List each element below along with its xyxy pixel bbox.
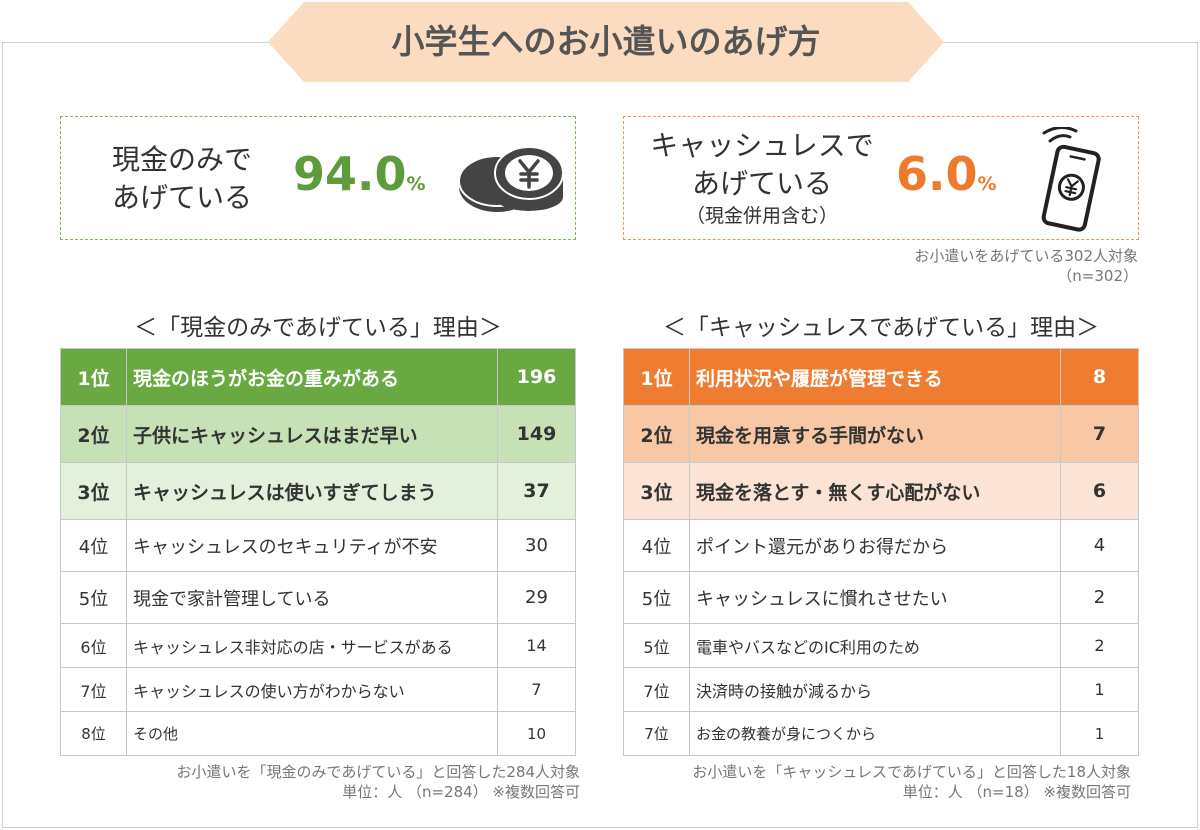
cashless-percent-value: 6.0: [896, 147, 978, 201]
cashless-reason-reason: 現金を用意する手間がない: [689, 405, 1061, 463]
cash-reason-count: 196: [497, 348, 576, 406]
cashless-reason-reason: 現金を落とす・無くす心配がない: [689, 462, 1061, 520]
cash-reason-count: 149: [497, 405, 576, 463]
cashless-reason-row: 2位 現金を用意する手間がない 7: [623, 405, 1139, 463]
cashless-reason-rank: 2位: [623, 405, 690, 463]
cash-reason-reason: キャッシュレスは使いすぎてしまう: [126, 462, 498, 520]
cash-reasons-table: 1位 現金のほうがお金の重みがある 196 2位 子供にキャッシュレスはまだ早い 149 3…: [60, 348, 576, 756]
cashless-reason-rank: 7位: [623, 711, 690, 756]
cashless-reasons-title: ＜「キャッシュレスであげている」理由＞: [662, 315, 1100, 341]
cash-reason-reason: 現金のほうがお金の重みがある: [126, 348, 498, 406]
cashless-reason-count: 1: [1060, 711, 1139, 756]
cash-reason-reason: 子供にキャッシュレスはまだ早い: [126, 405, 498, 463]
cash-only-label: 現金のみで あげている: [97, 141, 267, 217]
cash-reason-reason: 現金で家計管理している: [126, 571, 498, 624]
cash-reasons-note-line1: お小遣いを「現金のみであげている」と回答した284人対象: [176, 763, 580, 781]
cashless-label-line1: キャッシュレスで: [650, 129, 874, 162]
cash-reason-rank: 2位: [60, 405, 127, 463]
cash-reason-row: 2位 子供にキャッシュレスはまだ早い 149: [60, 405, 576, 463]
cash-reason-reason: その他: [126, 711, 498, 756]
cashless-summary: キャッシュレスで あげている （現金併用含む） 6.0%: [623, 116, 1139, 240]
cash-reason-rank: 6位: [60, 623, 127, 668]
cash-reason-count: 10: [497, 711, 576, 756]
cashless-reasons-note-line1: お小遣いを「キャッシュレスであげている」と回答した18人対象: [692, 763, 1131, 781]
cash-reason-reason: キャッシュレス非対応の店・サービスがある: [126, 623, 498, 668]
cashless-reason-row: 5位 電車やバスなどのIC利用のため 2: [623, 623, 1139, 668]
cash-only-percent-unit: %: [406, 173, 426, 195]
cash-reason-reason: キャッシュレスの使い方がわからない: [126, 667, 498, 712]
cash-reason-count: 37: [497, 462, 576, 520]
cashless-reason-count: 6: [1060, 462, 1139, 520]
survey-target-line2: （n=302）: [1057, 267, 1138, 285]
cash-reason-count: 14: [497, 623, 576, 668]
cashless-reason-rank: 4位: [623, 519, 690, 572]
cash-only-percent: 94.0%: [293, 147, 426, 201]
cashless-percent-unit: %: [977, 173, 997, 195]
cashless-reason-row: 7位 お金の教養が身につくから 1: [623, 711, 1139, 756]
cash-reason-rank: 5位: [60, 571, 127, 624]
cashless-reason-reason: 利用状況や履歴が管理できる: [689, 348, 1061, 406]
cashless-reason-count: 2: [1060, 623, 1139, 668]
page-title: 小学生へのお小遣いのあげ方: [391, 22, 821, 61]
cashless-reason-rank: 1位: [623, 348, 690, 406]
cash-reason-rank: 8位: [60, 711, 127, 756]
cash-reasons-note: お小遣いを「現金のみであげている」と回答した284人対象 単位：人 （n=284…: [60, 762, 580, 802]
coin-yen-icon: [458, 146, 564, 212]
cash-reason-row: 4位 キャッシュレスのセキュリティが不安 30: [60, 519, 576, 572]
cash-only-label-line2: あげている: [111, 181, 252, 214]
cashless-reasons-note: お小遣いを「キャッシュレスであげている」と回答した18人対象 単位：人 （n=1…: [623, 762, 1131, 802]
cash-reason-reason: キャッシュレスのセキュリティが不安: [126, 519, 498, 572]
cash-reason-rank: 1位: [60, 348, 127, 406]
cash-reason-count: 7: [497, 667, 576, 712]
cash-reason-rank: 7位: [60, 667, 127, 712]
title-banner: [268, 2, 944, 82]
cashless-label-sub: （現金併用含む）: [685, 205, 838, 227]
cashless-reason-rank: 5位: [623, 571, 690, 624]
cashless-reason-reason: お金の教養が身につくから: [689, 711, 1061, 756]
cash-reason-row: 5位 現金で家計管理している 29: [60, 571, 576, 624]
cashless-reason-row: 3位 現金を落とす・無くす心配がない 6: [623, 462, 1139, 520]
cashless-reason-row: 1位 利用状況や履歴が管理できる 8: [623, 348, 1139, 406]
cashless-reasons-table: 1位 利用状況や履歴が管理できる 8 2位 現金を用意する手間がない 7 3位 現金を落とす・…: [623, 348, 1139, 756]
cashless-label-line2: あげている: [691, 167, 832, 200]
cashless-reasons-note-line2: 単位：人 （n=18） ※複数回答可: [902, 783, 1131, 801]
cashless-reason-rank: 7位: [623, 667, 690, 712]
cash-reason-row: 8位 その他 10: [60, 711, 576, 756]
cash-reason-count: 30: [497, 519, 576, 572]
cashless-reason-row: 7位 決済時の接触が減るから 1: [623, 667, 1139, 712]
cash-reason-row: 1位 現金のほうがお金の重みがある 196: [60, 348, 576, 406]
cashless-reason-reason: キャッシュレスに慣れさせたい: [689, 571, 1061, 624]
cashless-reason-count: 4: [1060, 519, 1139, 572]
cashless-reason-count: 2: [1060, 571, 1139, 624]
cashless-reason-reason: 電車やバスなどのIC利用のため: [689, 623, 1061, 668]
cashless-reason-reason: 決済時の接触が減るから: [689, 667, 1061, 712]
cashless-reason-reason: ポイント還元がありお得だから: [689, 519, 1061, 572]
cashless-percent: 6.0%: [896, 147, 997, 201]
cashless-reason-row: 4位 ポイント還元がありお得だから 4: [623, 519, 1139, 572]
smartphone-yen-icon: [1041, 127, 1101, 232]
cash-reasons-title: ＜「現金のみであげている」理由＞: [134, 315, 502, 341]
cash-reason-count: 29: [497, 571, 576, 624]
cash-reason-rank: 3位: [60, 462, 127, 520]
survey-target-line1: お小遣いをあげている302人対象: [914, 247, 1138, 265]
survey-target-note: お小遣いをあげている302人対象 （n=302）: [914, 246, 1138, 286]
cash-only-label-line1: 現金のみで: [111, 143, 252, 176]
cash-reason-row: 3位 キャッシュレスは使いすぎてしまう 37: [60, 462, 576, 520]
cashless-reason-count: 1: [1060, 667, 1139, 712]
cash-reason-rank: 4位: [60, 519, 127, 572]
cash-reason-row: 6位 キャッシュレス非対応の店・サービスがある 14: [60, 623, 576, 668]
cashless-reason-count: 7: [1060, 405, 1139, 463]
cash-only-summary: 現金のみで あげている 94.0%: [60, 116, 576, 240]
cashless-reason-count: 8: [1060, 348, 1139, 406]
cash-reasons-note-line2: 単位：人 （n=284） ※複数回答可: [342, 783, 580, 801]
cash-reason-row: 7位 キャッシュレスの使い方がわからない 7: [60, 667, 576, 712]
cash-only-percent-value: 94.0: [293, 147, 407, 201]
cashless-label: キャッシュレスで あげている （現金併用含む）: [642, 127, 882, 229]
cashless-reason-row: 5位 キャッシュレスに慣れさせたい 2: [623, 571, 1139, 624]
cashless-reason-rank: 5位: [623, 623, 690, 668]
cashless-reason-rank: 3位: [623, 462, 690, 520]
